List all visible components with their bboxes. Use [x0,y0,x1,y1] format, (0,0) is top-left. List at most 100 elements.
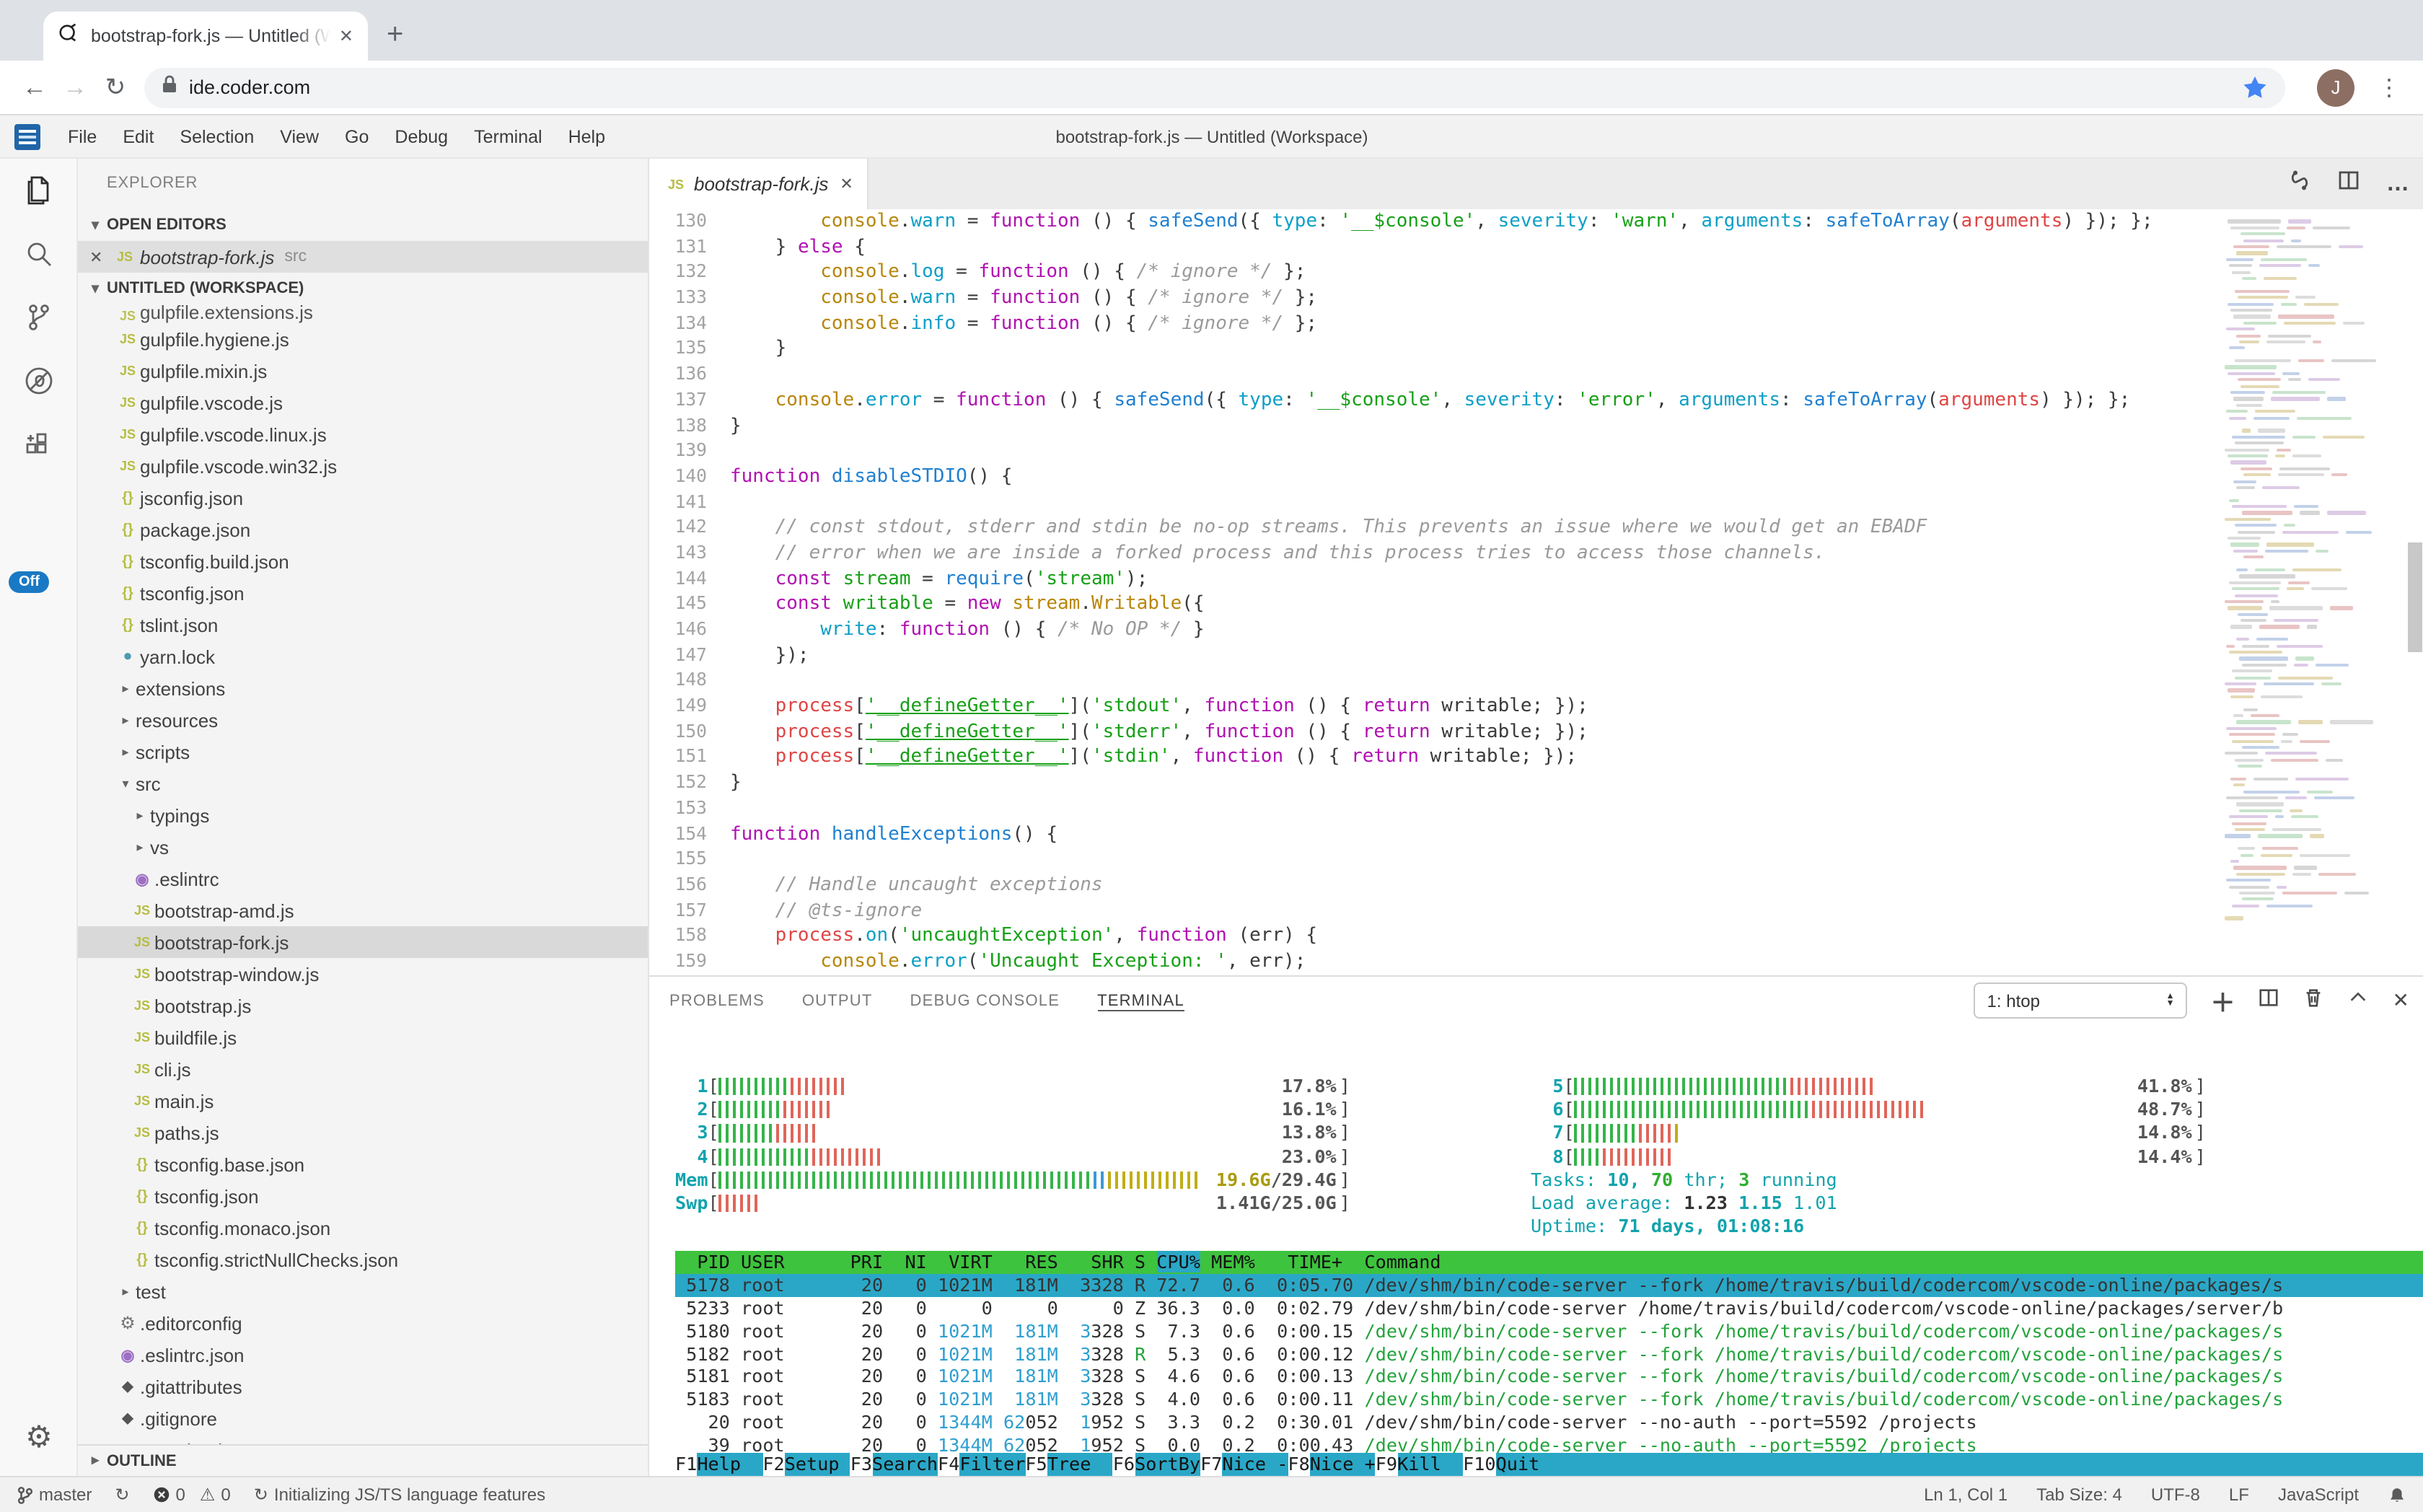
outline-header[interactable]: ▸ OUTLINE [78,1444,648,1476]
tree-item-gulpfile.vscode.linux.js[interactable]: JS gulpfile.vscode.linux.js [78,418,648,450]
tree-item-cli.js[interactable]: JS cli.js [78,1053,648,1085]
tree-item-.editorconfig[interactable]: ⚙ .editorconfig [78,1307,648,1339]
code-line-157[interactable]: 157 // @ts-ignore [674,900,923,922]
tree-item-extensions[interactable]: ▸ extensions [122,677,226,699]
browser-menu-icon[interactable]: ⋮ [2378,76,2401,100]
code-line-150[interactable]: 150 process['__defineGetter__']('stderr'… [674,721,1588,743]
tree-item-package.json[interactable]: {} package.json [78,514,648,545]
code-line-148[interactable]: 148 [674,669,707,690]
code-line-143[interactable]: 143 // error when we are inside a forked… [674,542,1826,564]
status-lf[interactable]: LF [2228,1485,2249,1505]
code-line-155[interactable]: 155 [674,848,707,869]
code-line-130[interactable]: 130 console.warn = function () { safeSen… [674,211,2153,232]
source-control-icon[interactable] [0,286,78,349]
code-line-153[interactable]: 153 [674,797,707,818]
status-tab-size-4[interactable]: Tab Size: 4 [2036,1485,2122,1505]
code-line-135[interactable]: 135 } [674,338,787,360]
code-line-139[interactable]: 139 [674,440,707,461]
tree-item-.eslintrc[interactable]: ◉ .eslintrc [78,863,648,895]
menu-selection[interactable]: Selection [180,126,255,146]
code-line-134[interactable]: 134 console.info = function () { /* igno… [674,312,1318,335]
avatar[interactable]: J [2317,69,2354,106]
split-editor-icon[interactable] [2337,169,2360,199]
code-line-140[interactable]: 140 function disableSTDIO() { [674,465,1013,488]
close-icon[interactable]: ✕ [89,249,103,266]
menu-terminal[interactable]: Terminal [474,126,542,146]
code-line-144[interactable]: 144 const stream = require('stream'); [674,568,1148,590]
code-line-146[interactable]: 146 write: function () { /* No OP */ } [674,619,1205,641]
htop-process-row[interactable]: 5182 root 20 0 1021M 181M 3328 R 5.3 0.6… [675,1342,2284,1365]
tree-item-jsconfig.json[interactable]: {} jsconfig.json [78,482,648,514]
menu-help[interactable]: Help [568,126,606,146]
code-line-156[interactable]: 156 // Handle uncaught exceptions [674,874,1103,896]
tree-item-buildfile.js[interactable]: JS buildfile.js [78,1021,648,1053]
tab-close-icon[interactable]: ✕ [338,26,353,46]
code-line-131[interactable]: 131 } else { [674,236,866,258]
code-line-138[interactable]: 138} [674,415,742,436]
tree-item-tsconfig.monaco.json[interactable]: {} tsconfig.monaco.json [78,1212,648,1244]
menu-debug[interactable]: Debug [395,126,449,146]
panel-tab-output[interactable]: OUTPUT [801,993,873,1010]
htop-process-row[interactable]: 5233 root 20 0 0 0 0 Z 36.3 0.0 0:02.79 … [675,1296,2284,1319]
code-line-147[interactable]: 147 }); [674,644,809,667]
tree-item-gulpfile.extensions.js[interactable]: JS gulpfile.extensions.js [78,304,648,323]
tree-item-gulpfile.vscode.js[interactable]: JS gulpfile.vscode.js [78,387,648,418]
workspace-header[interactable]: ▾ UNTITLED (WORKSPACE) [78,273,648,304]
tree-item-gulpfile.mixin.js[interactable]: JS gulpfile.mixin.js [78,355,648,387]
toggle-sync-icon[interactable] [2288,169,2311,199]
new-terminal-icon[interactable]: ＋ [2210,990,2235,1017]
code-line-159[interactable]: 159 console.error('Uncaught Exception: '… [674,950,1306,972]
back-icon[interactable]: ← [22,73,47,100]
tree-item-tsconfig.build.json[interactable]: {} tsconfig.build.json [78,545,648,577]
tree-item-typings[interactable]: ▸ typings [136,804,210,826]
tree-item-paths.js[interactable]: JS paths.js [78,1117,648,1148]
code-line-152[interactable]: 152} [674,772,742,794]
tree-item-bootstrap.js[interactable]: JS bootstrap.js [78,990,648,1021]
tree-item-src[interactable]: ▾ src [122,773,161,794]
tree-item-.gitattributes[interactable]: ◆ .gitattributes [78,1371,648,1402]
explorer-icon[interactable] [0,159,78,222]
terminal[interactable]: 1[17.8%] 2[16.1%] 3[13.8%] 4[23.0%] Mem[1… [649,1026,2423,1476]
terminal-select[interactable]: 1: htop ▲ ▼ [1974,983,2188,1019]
tree-item-gulpfile.vscode.win32.js[interactable]: JS gulpfile.vscode.win32.js [78,450,648,482]
bookmark-star-icon[interactable] [2242,74,2268,100]
menu-view[interactable]: View [280,126,320,146]
tree-item-yarn.lock[interactable]: ● yarn.lock [78,641,648,672]
menu-go[interactable]: Go [345,126,369,146]
tree-item-bootstrap-window.js[interactable]: JS bootstrap-window.js [78,958,648,990]
tree-item-tsconfig.json[interactable]: {} tsconfig.json [78,577,648,609]
code-line-133[interactable]: 133 console.warn = function () { /* igno… [674,287,1318,309]
menu-edit[interactable]: Edit [123,126,154,146]
tree-item-bootstrap-fork.js[interactable]: JS bootstrap-fork.js [78,926,648,958]
tree-item-.eslintrc.json[interactable]: ◉ .eslintrc.json [78,1339,648,1371]
tree-item-tsconfig.base.json[interactable]: {} tsconfig.base.json [78,1148,648,1180]
status-javascript[interactable]: JavaScript [2277,1485,2359,1505]
code-line-137[interactable]: 137 console.error = function () { safeSe… [674,389,2131,411]
more-actions-icon[interactable]: … [2386,171,2412,195]
code-line-136[interactable]: 136 [674,364,707,384]
panel-tab-debug-console[interactable]: DEBUG CONSOLE [910,993,1060,1010]
tree-item-bootstrap-amd.js[interactable]: JS bootstrap-amd.js [78,895,648,926]
code-line-145[interactable]: 145 const writable = new stream.Writable… [674,593,1205,615]
menu-file[interactable]: File [68,126,97,146]
maximize-panel-chevron-icon[interactable] [2348,986,2370,1015]
split-terminal-icon[interactable] [2259,986,2280,1015]
tab-close-icon[interactable]: ✕ [840,176,853,193]
search-icon[interactable] [0,222,78,286]
code-line-149[interactable]: 149 process['__defineGetter__']('stdout'… [674,695,1588,718]
code-line-158[interactable]: 158 process.on('uncaughtException', func… [674,925,1318,947]
status-ln-1-col-1[interactable]: Ln 1, Col 1 [1924,1485,2008,1505]
htop-process-row[interactable]: 5178 root 20 0 1021M 181M 3328 R 72.7 0.… [675,1273,2423,1297]
minimap[interactable] [2219,212,2404,955]
editor-tab-bootstrap-fork[interactable]: JS bootstrap-fork.js ✕ [649,159,869,209]
panel-tab-problems[interactable]: PROBLEMS [669,993,765,1010]
url-bar[interactable]: ide.coder.com [144,67,2285,107]
reload-icon[interactable]: ↻ [105,73,126,100]
tree-item-resources[interactable]: ▸ resources [122,709,219,731]
tree-item-gulpfile.hygiene.js[interactable]: JS gulpfile.hygiene.js [78,323,648,355]
debug-disabled-icon[interactable] [0,349,78,413]
kill-terminal-trash-icon[interactable] [2303,986,2325,1015]
close-panel-icon[interactable]: ✕ [2392,988,2409,1011]
tree-item-scripts[interactable]: ▸ scripts [122,741,190,762]
problems-item[interactable]: 0 ⚠ 0 [153,1485,231,1505]
